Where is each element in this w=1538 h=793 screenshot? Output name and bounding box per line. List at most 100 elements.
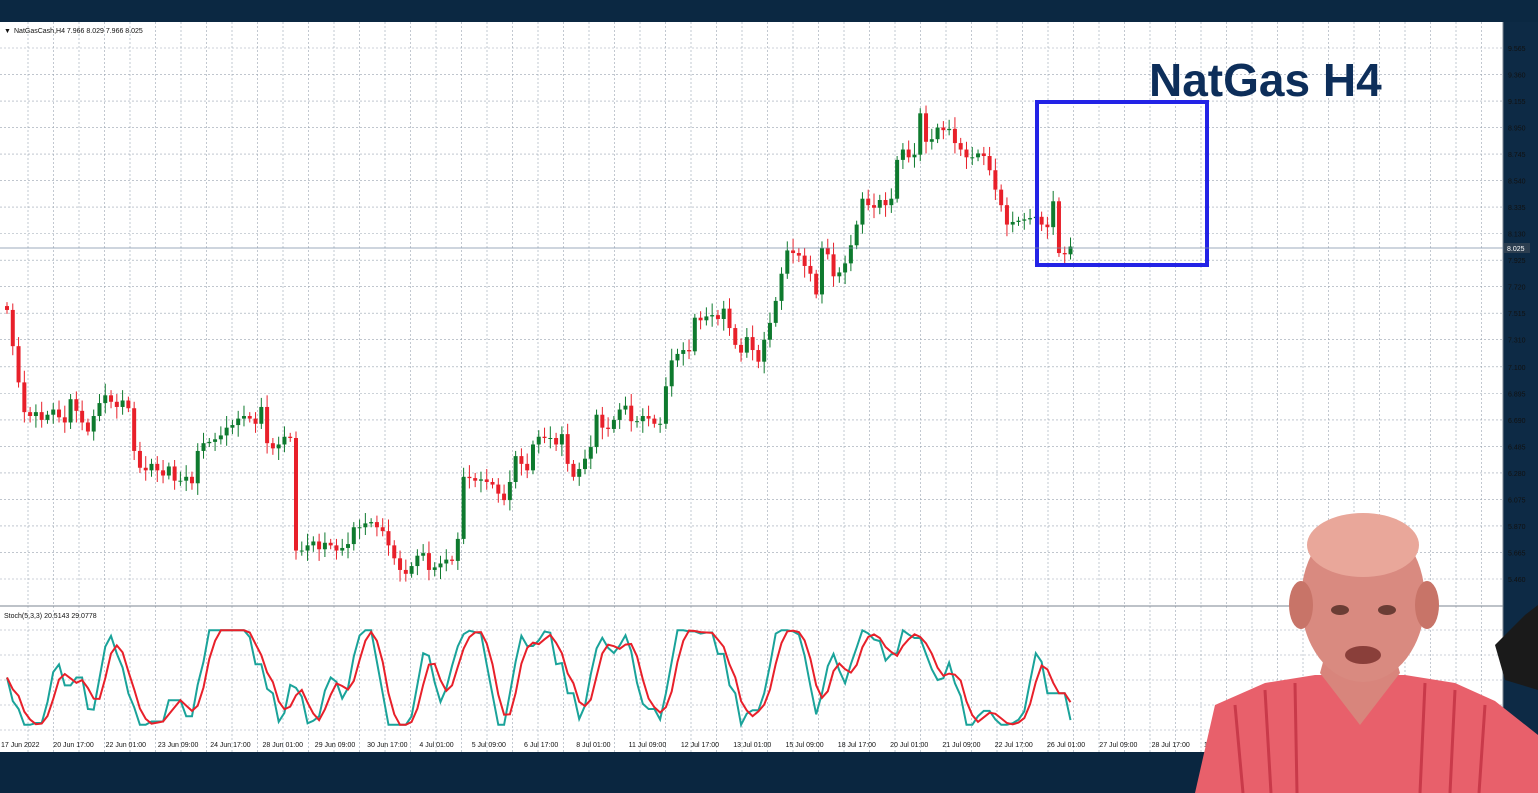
candle	[114, 394, 119, 419]
time-tick-label: 22 Jun 01:00	[106, 742, 147, 749]
candle	[525, 453, 530, 479]
time-tick-label: 20 Jun 17:00	[53, 742, 94, 749]
price-tick-label: 7.515	[1508, 311, 1526, 318]
candle	[155, 456, 160, 482]
price-tick-label: 9.565	[1508, 46, 1526, 53]
time-tick-label: 29 Jun 09:00	[315, 742, 356, 749]
candle	[692, 313, 697, 356]
candle	[455, 532, 460, 570]
candle	[958, 137, 963, 157]
candle	[467, 465, 472, 489]
candle	[438, 555, 443, 579]
candle	[866, 189, 871, 211]
price-tick-label: 9.155	[1508, 99, 1526, 106]
candle	[762, 331, 767, 374]
candle	[363, 513, 368, 536]
candle	[802, 247, 807, 278]
candle	[85, 418, 90, 436]
candle	[374, 515, 379, 537]
candle	[860, 192, 865, 234]
time-tick-label: 21 Jul 09:00	[942, 742, 980, 749]
candle	[796, 247, 801, 263]
time-tick-label: 26 Jul 01:00	[1047, 742, 1085, 749]
candle	[791, 238, 796, 264]
candle	[941, 121, 946, 140]
candle	[97, 394, 102, 422]
candle	[773, 297, 778, 327]
candle	[282, 426, 287, 453]
candle	[739, 338, 744, 362]
candle	[513, 450, 518, 489]
candle	[658, 417, 663, 433]
oscillator-label: Stoch(5,3,3) 20.5143 29.0778	[4, 613, 97, 620]
candle	[305, 533, 310, 561]
candle	[421, 544, 426, 561]
candle	[426, 541, 431, 581]
candle	[207, 438, 212, 448]
candle	[1045, 216, 1050, 239]
candle	[652, 414, 657, 428]
candle	[1056, 197, 1061, 257]
candle	[611, 416, 616, 433]
current-price-label: 8.025	[1507, 246, 1525, 253]
candle	[392, 540, 397, 565]
candle	[819, 241, 824, 304]
candle	[889, 188, 894, 213]
candle	[195, 443, 200, 495]
price-tick-label: 8.335	[1508, 205, 1526, 212]
candle	[548, 426, 553, 449]
candle	[346, 532, 351, 559]
chart-area[interactable]	[0, 22, 1503, 752]
candle	[299, 541, 304, 556]
time-tick-label: 6 Jul 17:00	[524, 742, 558, 749]
time-tick-label: 30 Jun 17:00	[367, 742, 408, 749]
candle	[848, 234, 853, 272]
candle	[577, 462, 582, 486]
candle	[687, 339, 692, 360]
candle	[999, 184, 1004, 212]
candle	[571, 459, 576, 481]
price-tick-label: 9.360	[1508, 73, 1526, 80]
candle	[415, 549, 420, 576]
candle	[629, 394, 634, 432]
candle	[39, 401, 44, 428]
price-tick-label: 7.720	[1508, 285, 1526, 292]
candle	[825, 238, 830, 260]
candle	[583, 449, 587, 475]
candle	[230, 419, 235, 435]
candle	[831, 242, 836, 287]
candle	[1039, 211, 1044, 232]
price-tick-label: 5.460	[1508, 577, 1526, 584]
candle	[161, 459, 166, 484]
candle	[918, 108, 923, 162]
price-tick-label: 7.100	[1508, 365, 1526, 372]
time-tick-label: 8 Jul 01:00	[576, 742, 610, 749]
candle	[872, 193, 876, 219]
time-tick-label: 11 Jul 09:00	[629, 742, 667, 749]
time-tick-label: 24 Jun 17:00	[210, 742, 251, 749]
time-tick-label: 27 Jul 09:00	[1099, 742, 1137, 749]
candle	[600, 406, 605, 440]
candle	[640, 408, 645, 433]
candle	[403, 559, 408, 582]
time-tick-label: 23 Jun 09:00	[158, 742, 199, 749]
candle	[33, 404, 38, 428]
candle	[51, 403, 56, 424]
collapse-arrow-icon[interactable]: ▼	[4, 28, 11, 35]
candle	[189, 471, 194, 490]
price-tick-label: 8.130	[1508, 232, 1526, 239]
candle	[721, 300, 726, 331]
candle	[1010, 211, 1015, 233]
candle	[236, 410, 241, 437]
candle	[10, 303, 15, 356]
candle	[929, 128, 934, 150]
candle	[91, 409, 96, 441]
candle	[947, 119, 952, 136]
candle	[554, 432, 559, 451]
candle	[496, 478, 501, 503]
candle	[409, 562, 414, 578]
time-tick-label: 4 Jul 01:00	[419, 742, 453, 749]
candle	[970, 146, 975, 166]
